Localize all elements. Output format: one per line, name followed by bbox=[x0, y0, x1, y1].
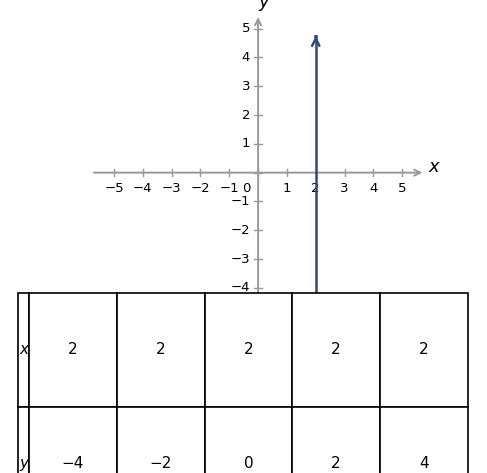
Text: y: y bbox=[258, 0, 269, 11]
Text: −3: −3 bbox=[230, 253, 250, 265]
Text: 1: 1 bbox=[242, 137, 250, 150]
Text: 4: 4 bbox=[369, 182, 377, 195]
Text: 5: 5 bbox=[242, 22, 250, 35]
Text: x: x bbox=[428, 158, 439, 176]
Text: −4: −4 bbox=[133, 182, 152, 195]
Text: −4: −4 bbox=[230, 281, 250, 294]
Text: −3: −3 bbox=[162, 182, 182, 195]
Text: 2: 2 bbox=[242, 108, 250, 122]
Text: −1: −1 bbox=[220, 182, 239, 195]
Text: 3: 3 bbox=[242, 80, 250, 93]
Text: −1: −1 bbox=[230, 195, 250, 208]
Text: 5: 5 bbox=[398, 182, 407, 195]
Text: −2: −2 bbox=[191, 182, 210, 195]
Text: 4: 4 bbox=[242, 51, 250, 64]
Text: −5: −5 bbox=[104, 182, 124, 195]
Text: 0: 0 bbox=[242, 182, 250, 195]
Text: −2: −2 bbox=[230, 224, 250, 237]
Text: 1: 1 bbox=[282, 182, 291, 195]
Text: 2: 2 bbox=[312, 182, 320, 195]
Text: −5: −5 bbox=[230, 310, 250, 323]
Text: 3: 3 bbox=[340, 182, 349, 195]
